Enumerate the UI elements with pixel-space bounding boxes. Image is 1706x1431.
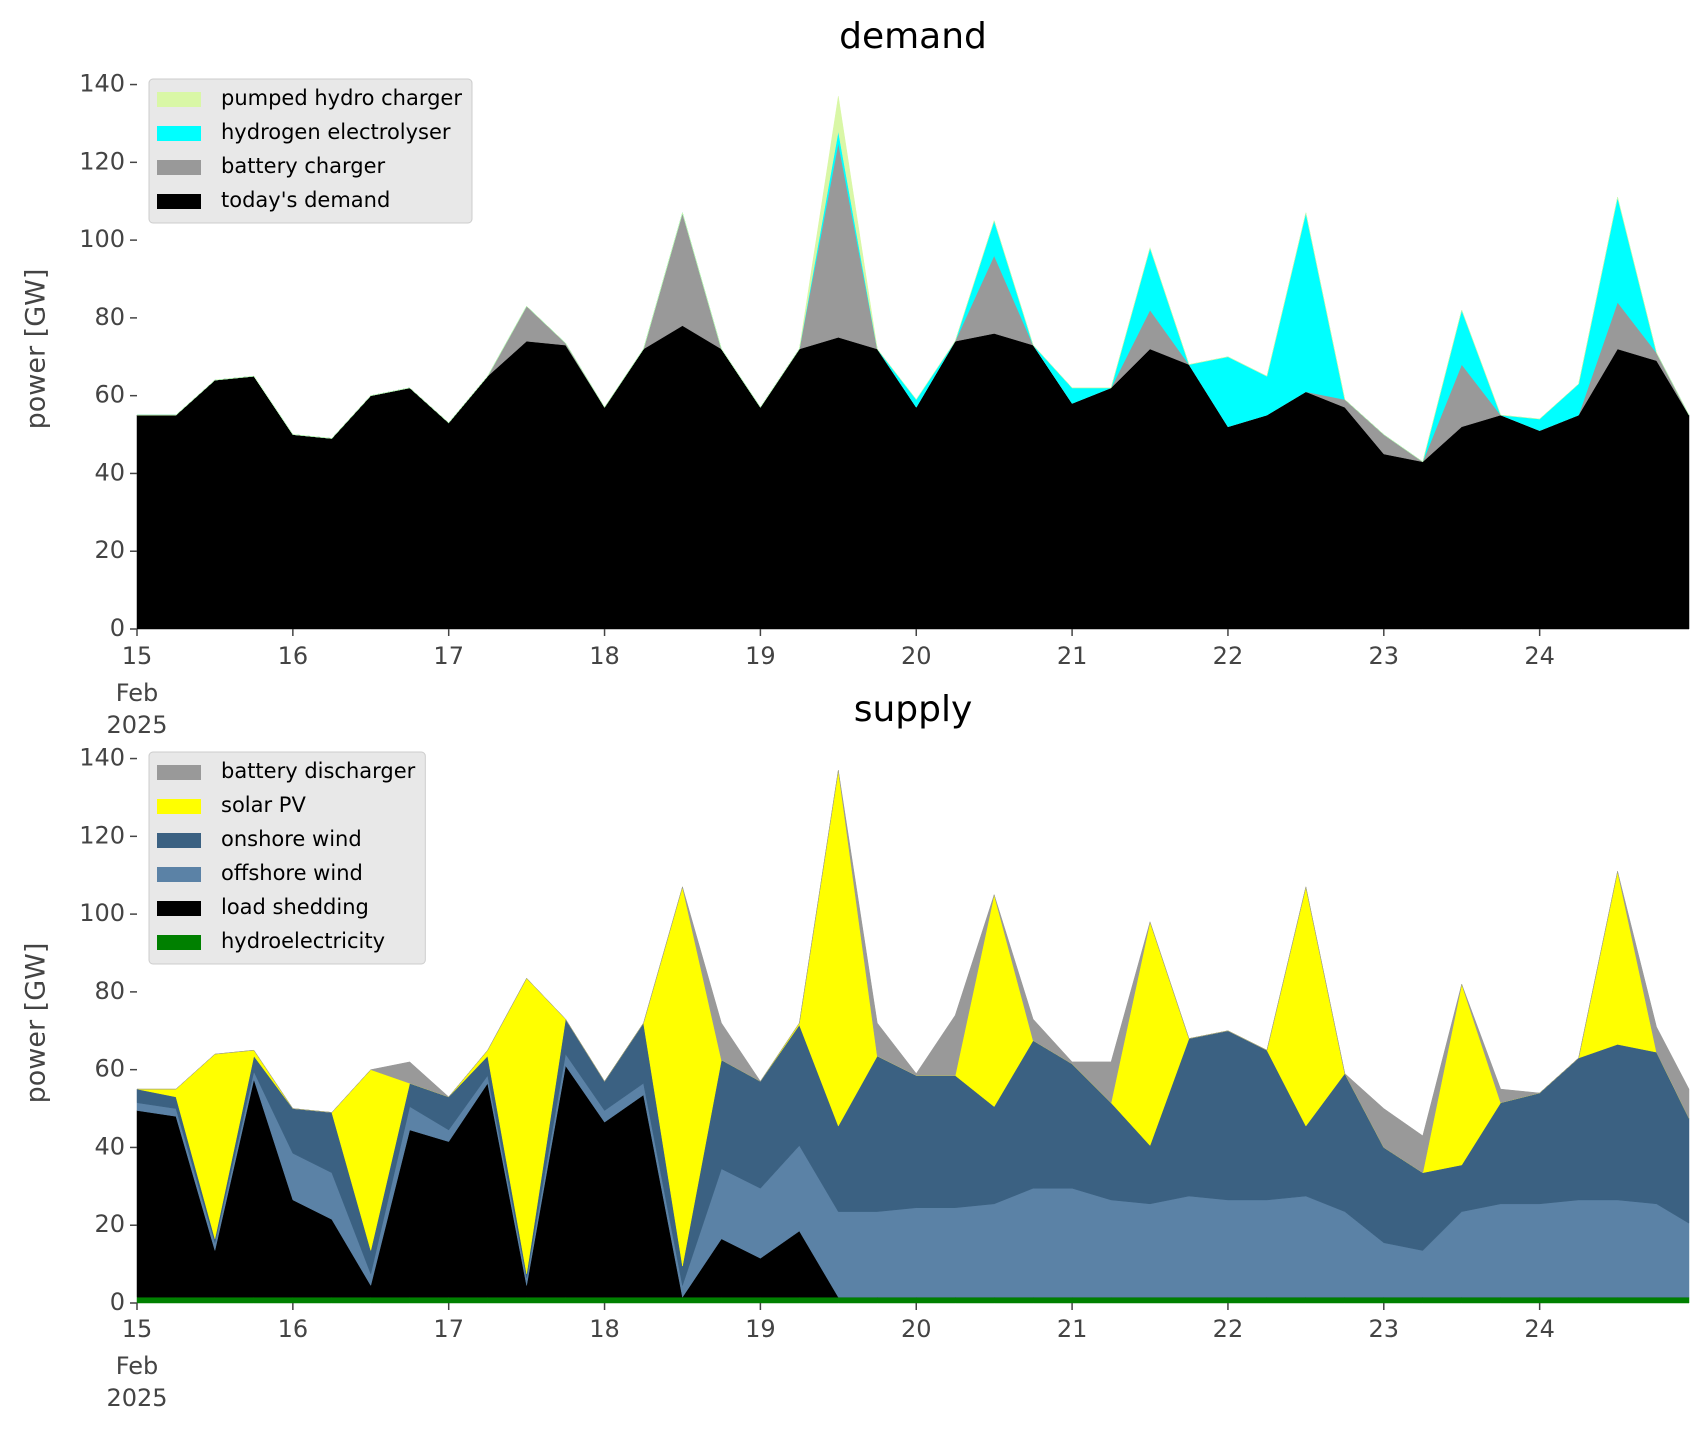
x-tick-label: 23 — [1369, 642, 1400, 670]
legend-label: offshore wind — [221, 861, 363, 885]
y-tick-label: 140 — [79, 744, 125, 772]
area — [137, 96, 1690, 463]
x-tick-label: 20 — [901, 1315, 932, 1343]
y-tick-label: 120 — [79, 147, 125, 175]
y-axis-label: power [GW] — [21, 269, 52, 430]
x-tick-label: 23 — [1369, 1315, 1400, 1343]
x-tick-label: 15 — [122, 1315, 153, 1343]
legend-label: onshore wind — [221, 827, 362, 851]
legend-swatch — [157, 160, 201, 175]
legend-box — [148, 751, 426, 965]
legend-swatch — [157, 126, 201, 141]
x-year-label: 2025 — [106, 711, 167, 739]
x-tick-label: 22 — [1213, 642, 1244, 670]
y-tick-label: 60 — [94, 381, 125, 409]
y-tick-label: 40 — [94, 1132, 125, 1160]
legend-label: pumped hydro charger — [221, 86, 462, 110]
x-tick-label: 16 — [278, 642, 309, 670]
x-tick-label: 21 — [1057, 642, 1088, 670]
area — [137, 770, 1690, 1174]
legend: battery discharger solar PV onshore wind of… — [148, 751, 426, 965]
chart-title: demand — [839, 16, 987, 57]
y-tick-label: 60 — [94, 1055, 125, 1083]
y-tick-label: 80 — [94, 303, 125, 331]
y-tick-label: 0 — [110, 1288, 125, 1316]
x-tick-label: 15 — [122, 642, 153, 670]
x-tick-label: 16 — [278, 1315, 309, 1343]
y-tick-label: 120 — [79, 821, 125, 849]
x-tick-label: 19 — [745, 1315, 776, 1343]
x-tick-label: 18 — [589, 1315, 620, 1343]
legend-swatch — [157, 799, 201, 814]
legend-swatch — [157, 935, 201, 950]
x-tick-label: 21 — [1057, 1315, 1088, 1343]
legend-box — [148, 78, 473, 224]
y-tick-label: 100 — [79, 225, 125, 253]
x-tick-label: 20 — [901, 642, 932, 670]
legend-label: battery charger — [221, 154, 386, 178]
legend-label: battery discharger — [221, 759, 416, 783]
legend-swatch — [157, 901, 201, 916]
legend-swatch — [157, 194, 201, 209]
y-axis-label: power [GW] — [21, 943, 52, 1104]
y-tick-label: 20 — [94, 536, 125, 564]
x-tick-label: 19 — [745, 642, 776, 670]
legend-label: solar PV — [221, 793, 306, 817]
x-tick-label: 22 — [1213, 1315, 1244, 1343]
x-tick-label: 17 — [433, 642, 464, 670]
legend-label: hydrogen electrolyser — [221, 120, 451, 144]
x-tick-label: 18 — [589, 642, 620, 670]
x-year-label: 2025 — [106, 1384, 167, 1412]
legend: pumped hydro charger hydrogen electrolyse… — [148, 78, 473, 224]
legend-label: load shedding — [221, 895, 369, 919]
y-tick-label: 100 — [79, 899, 125, 927]
x-month-label: Feb — [116, 679, 159, 707]
chart-title: supply — [854, 689, 973, 730]
x-tick-label: 17 — [433, 1315, 464, 1343]
y-tick-label: 40 — [94, 458, 125, 486]
area — [136, 1296, 1690, 1304]
legend-swatch — [157, 833, 201, 848]
y-tick-label: 80 — [94, 977, 125, 1005]
legend-swatch — [157, 92, 201, 107]
x-tick-label: 24 — [1524, 1315, 1555, 1343]
x-month-label: Feb — [116, 1352, 159, 1380]
legend-swatch — [157, 765, 201, 780]
y-tick-label: 20 — [94, 1210, 125, 1238]
legend-swatch — [157, 867, 201, 882]
y-tick-label: 0 — [110, 614, 125, 642]
legend-label: hydroelectricity — [221, 929, 385, 953]
y-tick-label: 140 — [79, 70, 125, 98]
legend-label: today's demand — [221, 188, 390, 212]
x-tick-label: 24 — [1524, 642, 1555, 670]
